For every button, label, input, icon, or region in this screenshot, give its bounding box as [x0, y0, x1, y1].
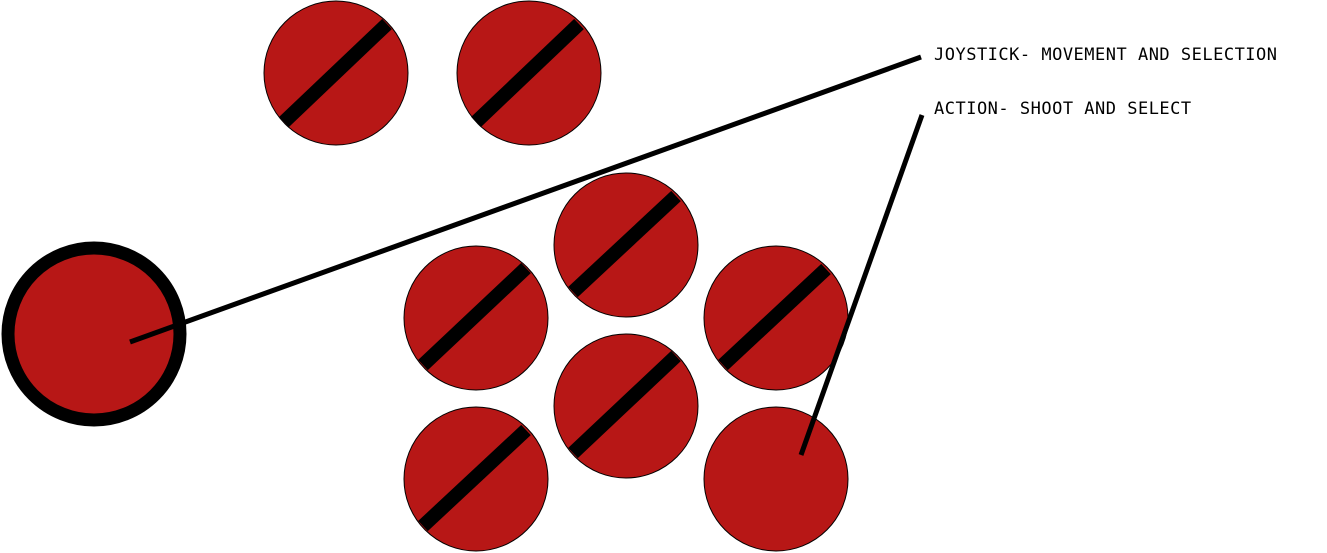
joystick	[1, 241, 187, 427]
joystick-callout-label: JOYSTICK- MOVEMENT AND SELECTION	[934, 45, 1278, 65]
action-callout-label: ACTION- SHOOT AND SELECT	[934, 99, 1192, 119]
button-cluster-bottom-left	[403, 406, 549, 552]
action-leader-line	[798, 114, 925, 456]
action-button	[703, 406, 849, 552]
button-cluster-center	[553, 333, 699, 479]
button-cluster-left	[403, 245, 549, 391]
button-top-right	[456, 0, 602, 146]
joystick-leader-line	[129, 54, 922, 345]
button-cluster-right	[703, 245, 849, 391]
button-top-left	[263, 0, 409, 146]
button-cluster-top	[553, 172, 699, 318]
